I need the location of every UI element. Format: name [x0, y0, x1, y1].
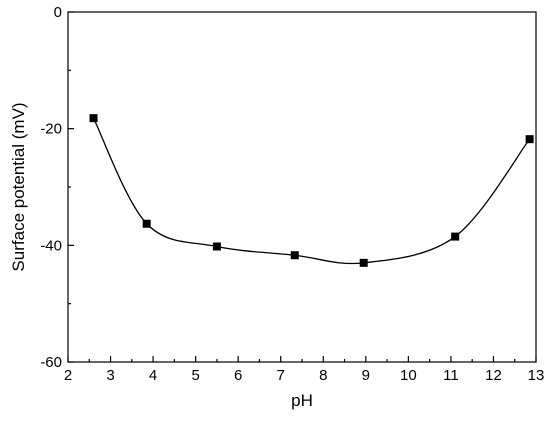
axis-ticks — [67, 11, 537, 363]
x-tick-label: 5 — [191, 367, 199, 384]
data-point-marker — [142, 219, 151, 228]
x-tick-label: 10 — [400, 367, 417, 384]
x-tick-label: 11 — [443, 367, 459, 384]
data-point-marker — [212, 242, 221, 251]
data-point-marker — [525, 135, 534, 144]
x-tick-label: 4 — [149, 367, 157, 384]
y-axis-title: Surface potential (mV) — [9, 102, 28, 271]
x-tick-label: 8 — [319, 367, 327, 384]
y-tick-label: -60 — [40, 354, 62, 371]
x-axis-title: pH — [291, 391, 313, 410]
data-point-marker — [290, 251, 299, 260]
axis-tick-labels: 2 3 4 5 6 7 8 9 10 11 12 13 0 -20 -40 -60 — [40, 4, 544, 384]
y-tick-label: -20 — [40, 121, 62, 138]
x-tick-label: 9 — [362, 367, 370, 384]
data-point-marker — [451, 232, 460, 241]
y-tick-label: -40 — [40, 237, 62, 254]
x-tick-label: 12 — [485, 367, 502, 384]
data-point-marker — [359, 258, 368, 267]
plot-frame — [67, 11, 537, 363]
x-tick-label: 3 — [106, 367, 114, 384]
data-point-marker — [89, 114, 98, 123]
data-markers — [89, 114, 534, 267]
x-tick-label: 13 — [528, 367, 545, 384]
y-tick-label: 0 — [54, 4, 62, 21]
x-tick-label: 2 — [64, 367, 72, 384]
x-tick-label: 7 — [277, 367, 285, 384]
x-tick-label: 6 — [234, 367, 242, 384]
series-line — [92, 117, 531, 265]
